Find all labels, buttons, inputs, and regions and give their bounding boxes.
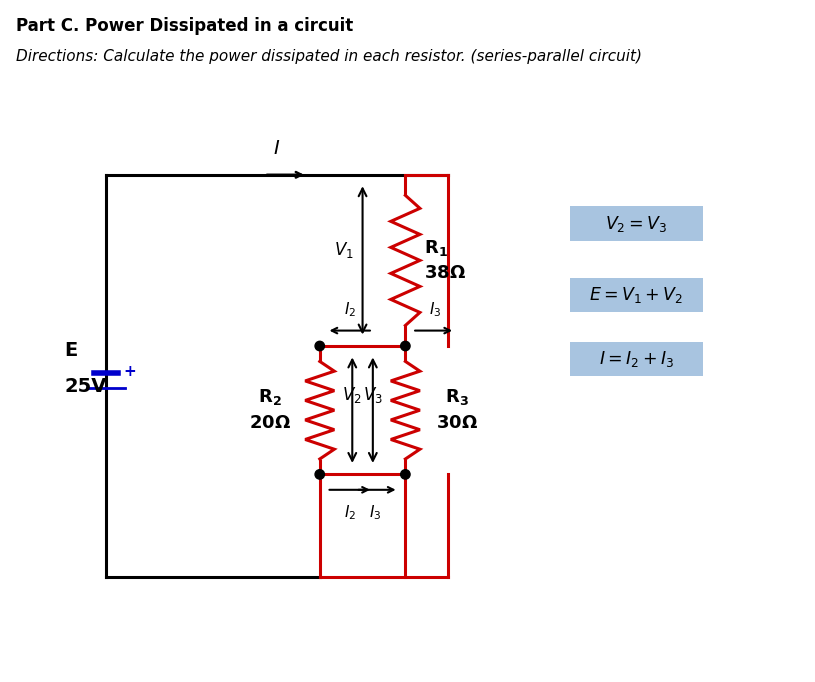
Text: $\mathbf{R_2}$: $\mathbf{R_2}$ bbox=[258, 387, 282, 407]
Text: $\mathbf{38\Omega}$: $\mathbf{38\Omega}$ bbox=[424, 264, 466, 282]
Circle shape bbox=[315, 341, 324, 351]
Text: 25V: 25V bbox=[64, 376, 107, 396]
Circle shape bbox=[315, 470, 324, 479]
Text: Directions: Calculate the power dissipated in each resistor. (series-parallel ci: Directions: Calculate the power dissipat… bbox=[16, 49, 642, 64]
Text: $I_3$: $I_3$ bbox=[430, 300, 442, 318]
Text: $V_2 = V_3$: $V_2 = V_3$ bbox=[606, 213, 667, 234]
Text: $V_2$: $V_2$ bbox=[342, 385, 362, 405]
Text: $I_2$: $I_2$ bbox=[344, 300, 356, 318]
Text: $\mathbf{R_1}$: $\mathbf{R_1}$ bbox=[424, 237, 448, 258]
Text: $I$: $I$ bbox=[273, 138, 280, 158]
Text: $I_2$: $I_2$ bbox=[344, 503, 356, 522]
Circle shape bbox=[401, 341, 410, 351]
FancyBboxPatch shape bbox=[570, 207, 703, 241]
FancyBboxPatch shape bbox=[570, 342, 703, 376]
FancyBboxPatch shape bbox=[570, 278, 703, 312]
Text: E: E bbox=[64, 341, 78, 360]
Text: $I = I_2 + I_3$: $I = I_2 + I_3$ bbox=[599, 349, 674, 369]
Text: $V_3$: $V_3$ bbox=[363, 385, 383, 405]
Text: $I_3$: $I_3$ bbox=[369, 503, 381, 522]
Text: $V_1$: $V_1$ bbox=[334, 240, 354, 260]
Text: Part C. Power Dissipated in a circuit: Part C. Power Dissipated in a circuit bbox=[16, 17, 354, 35]
Circle shape bbox=[401, 470, 410, 479]
Text: $E = V_1 + V_2$: $E = V_1 + V_2$ bbox=[589, 284, 684, 305]
Text: $\mathbf{R_3}$: $\mathbf{R_3}$ bbox=[445, 387, 469, 407]
Text: +: + bbox=[124, 364, 136, 379]
Text: $\mathbf{20\Omega}$: $\mathbf{20\Omega}$ bbox=[249, 414, 291, 432]
Text: $\mathbf{30\Omega}$: $\mathbf{30\Omega}$ bbox=[436, 414, 478, 432]
